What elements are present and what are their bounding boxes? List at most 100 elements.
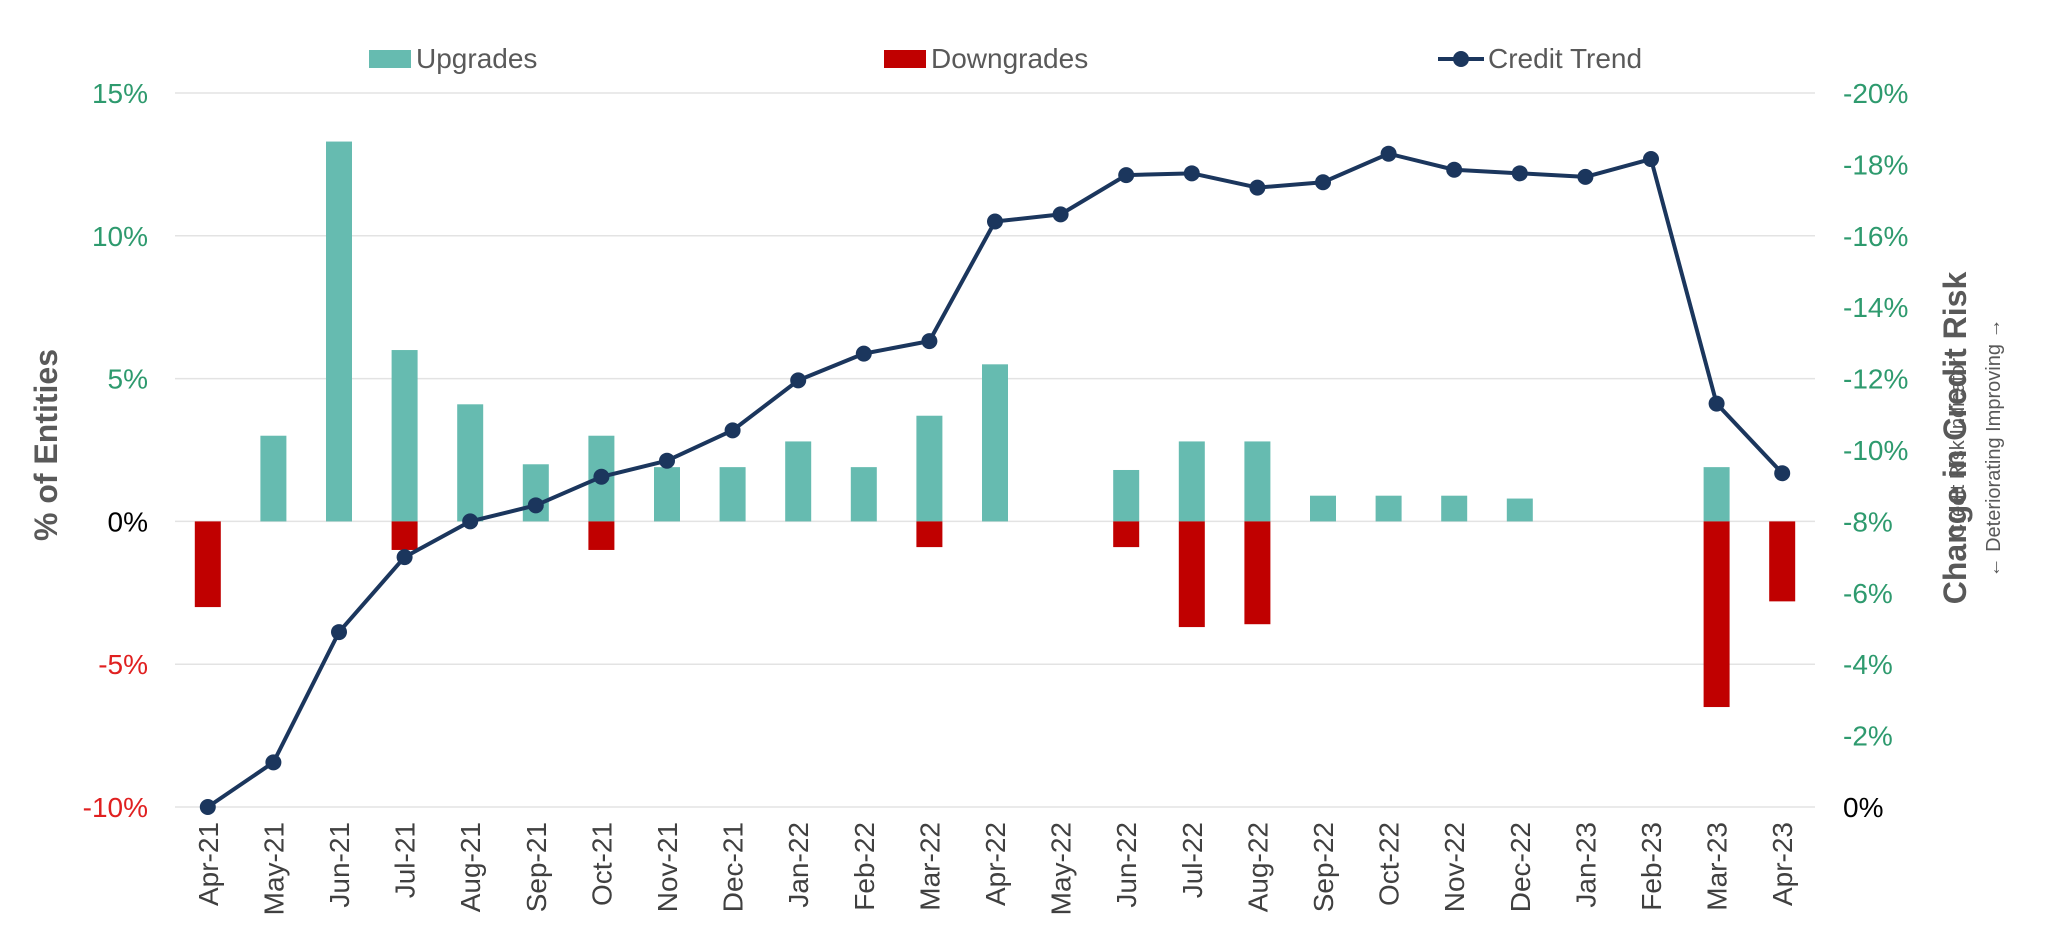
x-tick-label: Jun-21 (324, 822, 355, 908)
x-tick-label: Jul-21 (390, 822, 421, 898)
downgrades-bars (194, 521, 1796, 708)
x-tick-label: Jan-23 (1570, 822, 1601, 908)
x-tick-label: Sep-21 (521, 822, 552, 912)
legend-downgrades-label: Downgrades (931, 43, 1088, 74)
credit-trend-point (527, 497, 544, 514)
downgrade-bar (1113, 521, 1140, 548)
right-axis-ticks: -20% -18% -16% -14% -12% -10% -8% -6% -4% -2% 0% (1843, 78, 1908, 823)
credit-trend-point (1118, 167, 1135, 184)
left-tick-label: -10% (83, 792, 148, 823)
right-tick-label: -4% (1843, 649, 1893, 680)
right-tick-label: -12% (1843, 364, 1908, 395)
credit-trend-point (921, 333, 938, 350)
left-tick-label: 5% (108, 364, 148, 395)
right-axis-sublabel-indicator: Credit Risk Indicator (1947, 358, 1969, 538)
upgrade-bar (1113, 469, 1140, 522)
right-tick-label: -8% (1843, 506, 1893, 537)
credit-trend-point (396, 549, 413, 566)
x-tick-label: May-22 (1046, 822, 1077, 915)
x-tick-label: Apr-21 (193, 822, 224, 906)
downgrade-bar (1178, 521, 1205, 628)
downgrade-bar (1703, 521, 1730, 708)
credit-trend-point (593, 468, 610, 485)
legend-credit-trend-label: Credit Trend (1488, 43, 1642, 74)
x-tick-label: Aug-22 (1242, 822, 1273, 912)
right-tick-label: -14% (1843, 292, 1908, 323)
credit-trend-point (790, 372, 807, 389)
credit-trend-point (1643, 151, 1659, 168)
left-axis-title: % of Entities (28, 349, 64, 541)
downgrade-bar (1769, 521, 1796, 602)
upgrade-bar (326, 141, 352, 522)
credit-trend-point (199, 799, 216, 815)
credit-trend-point (1183, 165, 1200, 182)
credit-trend-point (1774, 465, 1791, 482)
left-axis-ticks: 15% 10% 5% 0% -5% -10% (83, 78, 148, 823)
downgrade-bar (588, 521, 615, 550)
upgrade-bar (1506, 498, 1533, 522)
upgrade-bar (1178, 441, 1205, 522)
right-tick-label: -18% (1843, 149, 1908, 180)
right-tick-label: -16% (1843, 221, 1908, 252)
upgrade-bar (850, 467, 877, 522)
x-tick-label: Mar-22 (914, 822, 945, 911)
x-tick-label: Jul-22 (1177, 822, 1208, 898)
credit-trend-point (1380, 145, 1397, 162)
legend-upgrades-label: Upgrades (416, 43, 537, 74)
x-tick-label: Mar-23 (1702, 822, 1733, 911)
credit-trend-point (724, 422, 741, 439)
upgrades-bars (260, 141, 1730, 522)
x-axis-ticks: Apr-21 May-21 Jun-21 Jul-21 Aug-21 Sep-21 Oct-… (193, 822, 1798, 915)
upgrade-bar (916, 415, 943, 522)
downgrade-bar (194, 521, 221, 608)
x-tick-label: Nov-22 (1439, 822, 1470, 912)
x-tick-label: Dec-22 (1505, 822, 1536, 912)
x-tick-label: Sep-22 (1308, 822, 1339, 912)
downgrade-bar (391, 521, 418, 550)
left-tick-label: -5% (98, 649, 148, 680)
x-tick-label: May-21 (258, 822, 289, 915)
credit-trend-point (1577, 168, 1594, 185)
credit-trend-point (987, 213, 1003, 230)
credit-trend-point (1315, 174, 1331, 191)
upgrade-bar (1244, 441, 1271, 522)
right-axis-sublabel-direction: ← Deteriorating Improving → (1983, 319, 2005, 578)
right-tick-label: -20% (1843, 78, 1908, 109)
x-tick-label: Aug-21 (455, 822, 486, 912)
upgrade-bar (260, 435, 287, 522)
upgrade-bar (1441, 495, 1468, 522)
left-tick-label: 15% (92, 78, 148, 109)
upgrade-bar (391, 350, 418, 522)
upgrade-bar (719, 467, 746, 522)
upgrade-bar (457, 404, 484, 522)
right-tick-label: -2% (1843, 721, 1893, 752)
credit-trend-point (1708, 395, 1725, 412)
credit-trend-point (331, 624, 347, 641)
credit-trend-point (855, 345, 872, 362)
x-tick-label: Nov-21 (652, 822, 683, 912)
legend-upgrades-swatch (369, 50, 411, 68)
credit-trend-point (1052, 206, 1069, 223)
legend-downgrades-swatch (884, 50, 926, 68)
legend: Upgrades Downgrades Credit Trend (369, 43, 1642, 74)
upgrade-bar (654, 467, 680, 522)
upgrade-bar (1375, 495, 1402, 522)
x-tick-label: Oct-21 (586, 822, 617, 906)
x-tick-label: Apr-23 (1767, 822, 1798, 906)
upgrade-bar (982, 364, 1008, 522)
right-tick-label: -6% (1843, 578, 1893, 609)
left-tick-label: 10% (92, 221, 148, 252)
downgrade-bar (916, 521, 943, 548)
right-tick-label: 0% (1843, 792, 1883, 823)
credit-trend-point (1446, 161, 1463, 178)
x-tick-label: Dec-21 (718, 822, 749, 912)
credit-trend-point (265, 754, 282, 771)
x-tick-label: Oct-22 (1374, 822, 1405, 906)
x-tick-label: Feb-23 (1636, 822, 1667, 911)
downgrade-bar (1244, 521, 1271, 625)
legend-credit-trend-marker (1453, 51, 1469, 67)
credit-trend-point (1511, 165, 1528, 182)
upgrade-bar (1310, 495, 1336, 522)
right-axis-title: Change in Credit Risk (1937, 272, 1973, 605)
credit-trend-point (1249, 179, 1266, 196)
